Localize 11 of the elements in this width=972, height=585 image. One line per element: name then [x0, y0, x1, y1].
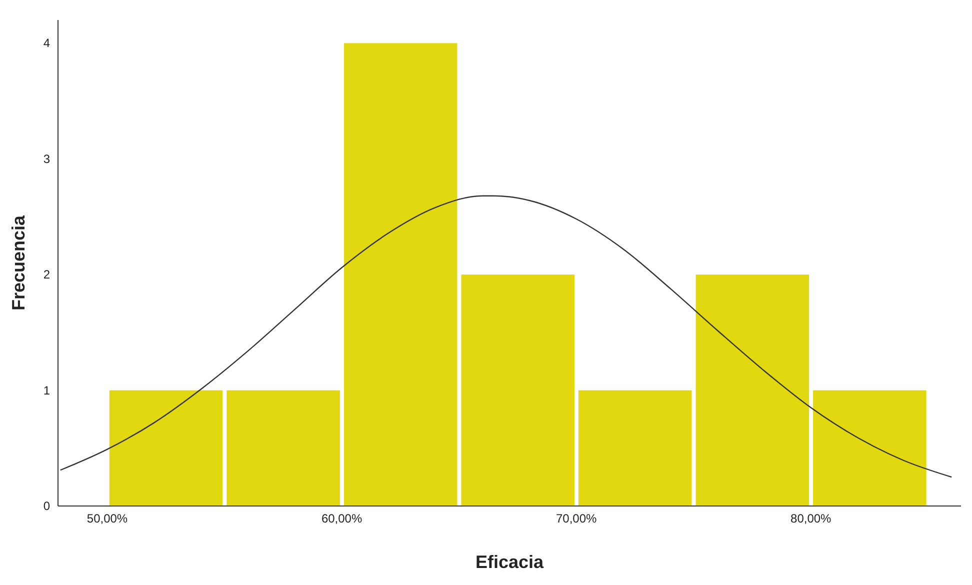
- y-tick-label: 0: [43, 499, 50, 513]
- y-tick-label: 3: [43, 152, 50, 166]
- x-axis-title: Eficacia: [475, 552, 545, 572]
- x-tick-label: 70,00%: [556, 512, 598, 526]
- x-tick-label: 60,00%: [321, 512, 362, 526]
- y-tick-label: 2: [43, 268, 50, 282]
- y-tick-label: 1: [43, 383, 50, 398]
- y-tick-label: 4: [43, 36, 50, 50]
- x-tick-label: 50,00%: [86, 512, 128, 526]
- x-tick-label: 80,00%: [790, 512, 832, 526]
- y-axis-title: Frecuencia: [8, 214, 28, 311]
